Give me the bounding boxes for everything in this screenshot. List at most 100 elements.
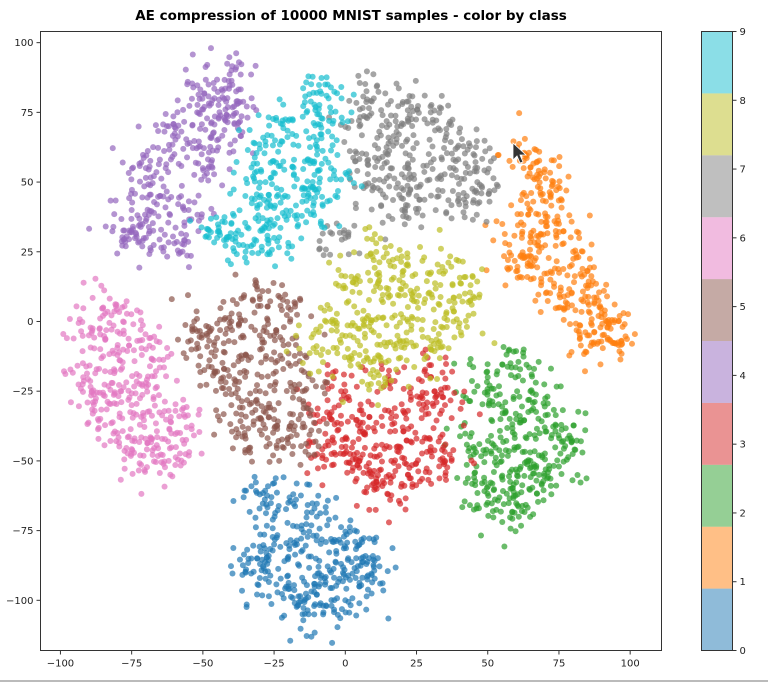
data-point-density [397,319,404,326]
data-point-density [182,322,189,329]
data-point-density [186,139,193,146]
data-point-density [317,218,324,225]
data-point-density [230,186,237,193]
x-tick-label: 0 [342,659,348,670]
data-point-density [468,430,475,437]
data-point-density [452,167,459,174]
data-point-density [530,275,537,282]
data-point-density [333,319,340,326]
data-point-density [399,268,406,275]
data-point-density [272,359,279,366]
data-point-density [409,315,416,322]
data-point-density [450,294,457,301]
data-point-density [319,223,326,230]
data-point-density [271,220,278,227]
data-point-density [156,356,163,363]
data-point-density [339,119,346,126]
data-point-density [388,112,395,119]
data-point-density [523,458,530,465]
data-point-density [94,389,101,396]
data-point-density [418,415,425,422]
data-point-density [97,415,104,422]
data-point-density [119,428,126,435]
data-point-density [368,590,375,597]
data-point-density [243,352,250,359]
data-point-density [526,485,533,492]
data-point-density [265,240,272,247]
data-point-density [395,463,402,470]
data-point-density [575,229,582,236]
data-point-density [207,327,214,334]
data-point-density [551,283,558,290]
data-point-density [443,476,450,483]
data-point-density [413,460,420,467]
data-point-density [515,358,522,365]
colorbar-tick-label: 5 [740,302,746,313]
data-point-density [320,384,327,391]
data-point-density [266,458,273,465]
data-point-density [193,308,200,315]
data-point-density [332,558,339,565]
data-point-density [128,176,135,183]
data-point-density [596,289,603,296]
data-point-density [316,81,323,88]
data-point-density [521,135,528,142]
data-point-density [259,288,266,295]
data-point-density [368,401,375,408]
data-point-density [140,452,147,459]
data-point-density [296,599,303,606]
data-point-density [262,390,269,397]
data-point-density [133,371,140,378]
data-point-density [174,133,181,140]
data-point-density [204,115,211,122]
data-point-density [599,345,606,352]
data-point-density [299,359,306,366]
data-point-density [185,338,192,345]
data-point-density [304,207,311,214]
data-point-density [237,132,244,139]
data-point-density [540,478,547,485]
data-point-density [236,378,243,385]
data-point-density [211,171,218,178]
data-point-density [289,451,296,458]
data-point-density [131,358,138,365]
data-point-density [266,122,273,129]
data-point-density [264,492,271,499]
data-point-density [307,98,314,105]
data-point-density [267,203,274,210]
data-point [365,424,372,431]
data-point-density [504,452,511,459]
data-point-density [254,555,261,562]
data-point-density [231,339,238,346]
data-point-density [460,422,467,429]
data-point-density [315,427,322,434]
data-point-density [409,122,416,129]
data-point-density [532,297,539,304]
data-point-density [289,411,296,418]
data-point-density [197,353,204,360]
data-point [291,156,298,163]
data-point-density [323,420,330,427]
data-point-density [206,357,213,364]
data-point-density [269,158,276,165]
data-point-density [556,178,563,185]
data-point-density [277,199,284,206]
data-point-density [433,417,440,424]
data-point-density [138,434,145,441]
data-point-density [304,509,311,516]
data-point-density [300,420,307,427]
data-point-density [244,397,251,404]
data-point-density [383,250,390,257]
data-point-density [312,383,319,390]
data-point-density [299,113,306,120]
colorbar-tick-label: 9 [740,27,746,38]
data-point-density [373,240,380,247]
data-point-density [141,466,148,473]
data-point-density [249,249,256,256]
data-point-density [473,211,480,218]
data-point-density [259,592,266,599]
data-point-density [448,150,455,157]
data-point-density [525,211,532,218]
data-point-density [342,434,349,441]
data-point-density [226,82,233,89]
